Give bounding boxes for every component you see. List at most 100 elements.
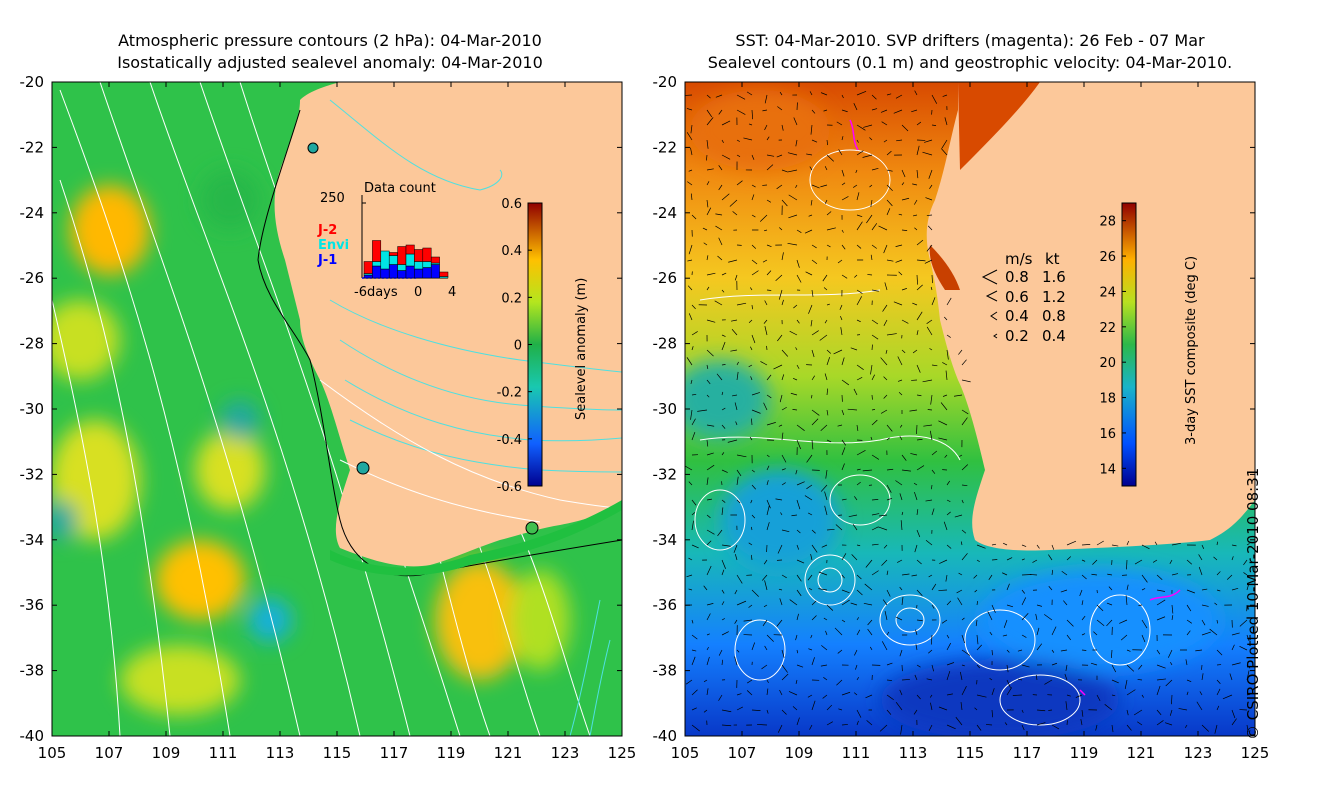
left-map-field	[52, 82, 622, 736]
histogram-bar	[422, 247, 432, 262]
left-lat-tick: -26	[20, 269, 45, 287]
colorbar-tick: 22	[1099, 321, 1116, 336]
histogram-bar	[380, 268, 390, 279]
right-lon-tick: 113	[899, 744, 928, 762]
vel-header-kt: kt	[1045, 250, 1060, 268]
inset-x-label-pos: 4	[448, 285, 456, 300]
data-count-inset: Data count 250 -6days 0 4 J-2 Envi J-1	[317, 181, 456, 300]
histogram-bar	[430, 256, 440, 264]
vel-row0-kt: 1.6	[1042, 268, 1066, 286]
velocity-arrows	[685, 90, 1251, 735]
right-lat-tick: -20	[653, 73, 678, 91]
left-colorbar: 0.6 0.4 0.2 0 -0.2 -0.4 -0.6 Sealevel anomaly …	[497, 197, 589, 495]
left-lon-tick: 113	[266, 744, 295, 762]
histogram-bar	[372, 261, 382, 267]
histogram-bar	[380, 250, 390, 270]
right-lon-tick: 121	[1127, 744, 1156, 762]
right-lat-tick: -24	[653, 204, 678, 222]
left-colorbar-label: Sealevel anomaly (m)	[574, 278, 589, 420]
colorbar-tick: 18	[1099, 392, 1116, 407]
legend-j1: J-1	[317, 253, 337, 268]
right-colorbar: 28 26 24 22 20 18 16 14 3-day SST composite (de…	[1099, 202, 1199, 487]
credit-text: © CSIRO Plotted 10-Mar-2010 08:31	[1244, 467, 1262, 740]
left-lon-tick: 123	[551, 744, 580, 762]
left-lat-tick: -30	[20, 400, 45, 418]
histogram-bar	[397, 270, 407, 279]
left-lat-tick: -22	[20, 138, 45, 156]
right-lon-tick: 111	[842, 744, 871, 762]
vel-arrow-08-icon	[981, 269, 998, 285]
histogram-bar	[388, 264, 398, 279]
right-lat-tick: -36	[653, 596, 678, 614]
vel-row3-ms: 0.2	[1005, 327, 1029, 345]
right-lon-tick: 107	[728, 744, 757, 762]
histogram-bar	[430, 264, 440, 279]
left-lat-tick: -40	[20, 727, 45, 745]
left-lat-tick: -32	[20, 465, 45, 483]
histogram-bar	[422, 261, 432, 268]
left-lat-tick: -38	[20, 662, 45, 680]
right-lon-tick: 115	[956, 744, 985, 762]
map-axes: 105 107 109 111 113 115 117 119 121 123 125 -20 -22 -…	[20, 73, 1270, 762]
left-lon-tick: 105	[38, 744, 67, 762]
right-lat-tick: -40	[653, 727, 678, 745]
histogram-bar	[414, 268, 424, 279]
velocity-legend: m/s kt 0.8 1.6 0.6 1.2 0.4 0.8 0.2 0.4	[981, 250, 1066, 345]
right-panel-title: SST: 04-Mar-2010. SVP drifters (magenta)…	[660, 30, 1280, 74]
left-lon-tick: 107	[95, 744, 124, 762]
right-lon-tick: 117	[1013, 744, 1042, 762]
left-lat-tick: -24	[20, 204, 45, 222]
left-panel-title: Atmospheric pressure contours (2 hPa): 0…	[60, 30, 600, 74]
colorbar-tick: 14	[1099, 462, 1116, 477]
right-colorbar-label: 3-day SST composite (deg C)	[1184, 256, 1199, 445]
vel-row2-ms: 0.4	[1005, 307, 1029, 325]
colorbar-tick: 26	[1099, 250, 1116, 265]
vel-row1-ms: 0.6	[1005, 288, 1029, 306]
right-lat-tick: -26	[653, 269, 678, 287]
right-lat-tick: -38	[653, 662, 678, 680]
colorbar-tick: -0.6	[497, 480, 522, 495]
left-lon-tick: 117	[380, 744, 409, 762]
colorbar-tick: 0.2	[501, 291, 522, 306]
vel-row1-kt: 1.2	[1042, 288, 1066, 306]
right-title-line1: SST: 04-Mar-2010. SVP drifters (magenta)…	[735, 31, 1205, 50]
right-title-line2: Sealevel contours (0.1 m) and geostrophi…	[707, 53, 1233, 72]
colorbar-tick: 28	[1099, 215, 1116, 230]
histogram-bar	[405, 253, 415, 267]
colorbar-tick: 20	[1099, 356, 1116, 371]
left-title-line2: Isostatically adjusted sealevel anomaly:…	[117, 53, 543, 72]
legend-envi: Envi	[318, 238, 349, 253]
right-lat-tick: -34	[653, 531, 678, 549]
vel-row0-ms: 0.8	[1005, 268, 1029, 286]
histogram-bar	[405, 265, 415, 279]
left-lon-tick: 109	[152, 744, 181, 762]
inset-ymax: 250	[320, 191, 345, 206]
colorbar-tick: 0.6	[501, 197, 522, 212]
vel-arrow-06-icon	[985, 290, 998, 302]
legend-j2: J-2	[317, 223, 337, 238]
vel-row2-kt: 0.8	[1042, 307, 1066, 325]
colorbar-tick: 24	[1099, 285, 1116, 300]
inset-x-label-neg: -6days	[354, 285, 398, 300]
histogram-bar	[388, 252, 398, 256]
left-lon-tick: 125	[608, 744, 637, 762]
right-lat-tick: -22	[653, 138, 678, 156]
left-lon-tick: 115	[323, 744, 352, 762]
drifter-tracks	[849, 119, 1181, 696]
vel-arrow-02-icon	[993, 333, 998, 339]
histogram-bar	[414, 261, 424, 270]
histogram-bar	[372, 265, 382, 279]
right-lat-tick: -30	[653, 400, 678, 418]
colorbar-tick: 0	[514, 339, 522, 354]
histogram-bar	[372, 240, 382, 262]
colorbar-tick: 16	[1099, 427, 1116, 442]
left-lat-tick: -34	[20, 531, 45, 549]
right-lat-tick: -32	[653, 465, 678, 483]
right-map-field	[685, 82, 1255, 736]
histogram-bar	[405, 244, 415, 255]
right-lon-tick: 125	[1241, 744, 1270, 762]
right-lon-tick: 123	[1184, 744, 1213, 762]
colorbar-tick: -0.4	[497, 433, 522, 448]
inset-title: Data count	[364, 181, 436, 196]
